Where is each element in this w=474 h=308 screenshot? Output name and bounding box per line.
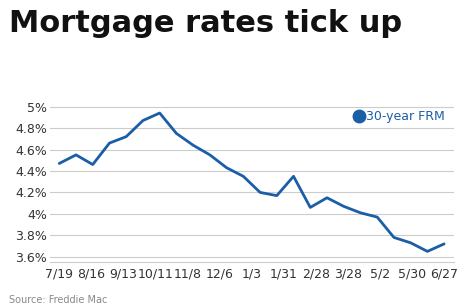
Legend: 30-year FRM: 30-year FRM (356, 107, 447, 125)
Text: Source: Freddie Mac: Source: Freddie Mac (9, 295, 108, 305)
Text: Mortgage rates tick up: Mortgage rates tick up (9, 9, 402, 38)
